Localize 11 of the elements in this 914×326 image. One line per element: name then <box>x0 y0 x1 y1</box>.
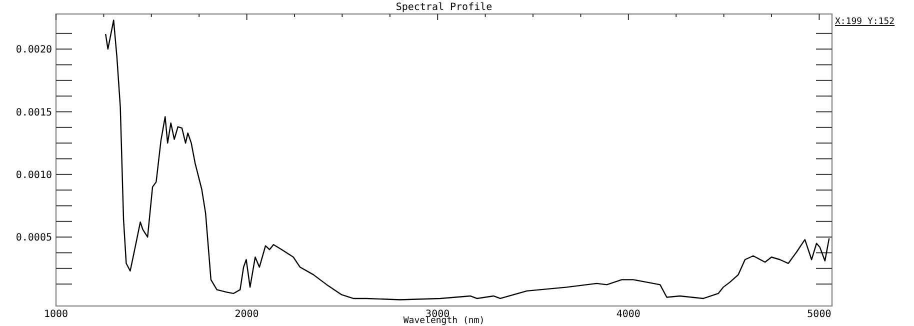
text: X:199 Y:152 <box>835 17 895 27</box>
y-tick-label: 0.0015 <box>16 107 52 118</box>
chart-title: Spectral Profile <box>396 2 492 13</box>
x-tick-label: 1000 <box>44 309 68 320</box>
y-tick-label: 0.0005 <box>16 232 52 244</box>
x-tick-label: 5000 <box>807 309 832 320</box>
line-series <box>105 20 830 300</box>
y-tick-label: 0.0010 <box>16 170 52 181</box>
x-tick-label: 4000 <box>616 309 640 320</box>
x-tick-label: 2000 <box>234 309 259 320</box>
y-tick-label: 0.0020 <box>16 44 52 56</box>
